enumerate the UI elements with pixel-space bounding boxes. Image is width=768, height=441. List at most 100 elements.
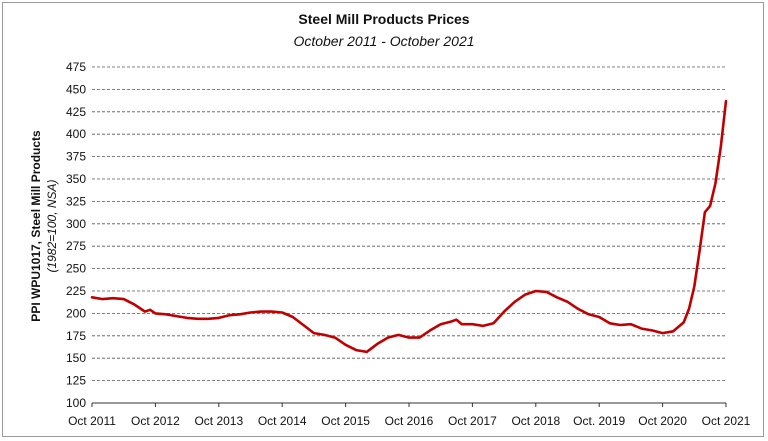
data-point — [545, 291, 548, 293]
data-point — [513, 301, 516, 303]
data-point — [725, 100, 727, 102]
series-line-steel-ppi — [90, 99, 728, 354]
data-point — [471, 323, 474, 326]
data-point — [165, 313, 167, 316]
data-point — [418, 336, 421, 339]
x-tick-label: Oct 2018 — [511, 414, 560, 428]
data-point — [698, 249, 701, 252]
data-point — [461, 323, 463, 326]
data-point — [524, 293, 526, 296]
y-tick-label: 225 — [66, 284, 86, 298]
data-point — [704, 211, 706, 213]
y-axis-label: PPI WPU1017, Steel Mill Products — [29, 130, 43, 322]
data-point — [112, 297, 114, 300]
data-point — [249, 311, 252, 314]
data-point — [640, 327, 643, 330]
y-tick-label: 100 — [66, 396, 86, 410]
y-tick-label: 450 — [66, 82, 86, 96]
data-point — [344, 344, 347, 346]
data-point — [503, 310, 505, 313]
data-point — [682, 321, 685, 324]
y-tick-label: 425 — [66, 105, 86, 119]
data-point — [455, 318, 458, 321]
x-axis-ticks: Oct 2011 Oct 2012 Oct 2013 Oct 2014 Oct 2015… — [68, 403, 751, 428]
x-tick-label: Oct 2014 — [258, 414, 307, 428]
x-tick-label: Oct 2020 — [638, 414, 687, 428]
data-point — [598, 316, 600, 318]
data-point — [577, 308, 579, 310]
data-point — [138, 307, 141, 309]
y-tick-label: 400 — [66, 127, 86, 141]
data-point — [439, 323, 442, 326]
data-point — [450, 320, 453, 323]
data-point — [609, 322, 611, 325]
data-point — [619, 324, 622, 326]
data-point — [175, 315, 178, 317]
data-point — [376, 343, 379, 345]
data-point — [228, 314, 231, 317]
series-points — [91, 100, 727, 353]
data-point — [302, 324, 305, 326]
y-tick-label: 150 — [66, 351, 86, 365]
data-point — [334, 336, 336, 339]
data-point — [651, 329, 653, 332]
data-point — [387, 336, 389, 339]
data-point — [714, 182, 717, 185]
data-point — [709, 205, 711, 207]
data-point — [133, 303, 136, 306]
data-point — [482, 325, 484, 327]
x-tick-label: Oct 2016 — [385, 414, 434, 428]
data-point — [672, 330, 674, 333]
data-point — [556, 296, 558, 299]
data-point — [207, 318, 209, 320]
x-tick-label: Oct 2017 — [448, 414, 497, 428]
y-tick-label: 375 — [66, 150, 86, 164]
x-tick-label: Oct 2011 — [68, 414, 116, 428]
x-tick-label: Oct 2021 — [702, 414, 751, 428]
data-point — [149, 309, 151, 311]
data-point — [144, 310, 146, 313]
chart-title: Steel Mill Products Prices — [298, 11, 469, 27]
data-point — [355, 349, 358, 351]
y-tick-label: 350 — [66, 172, 86, 186]
data-point — [313, 332, 315, 334]
data-point — [630, 323, 632, 326]
y-tick-label: 325 — [66, 194, 86, 208]
x-tick-label: Oct 2015 — [321, 414, 370, 428]
data-point — [101, 298, 104, 300]
data-point — [218, 317, 220, 319]
x-tick-label: Oct. 2019 — [573, 414, 625, 428]
data-point — [122, 298, 125, 300]
data-point — [91, 296, 93, 299]
data-point — [239, 313, 241, 316]
y-tick-label: 275 — [66, 239, 86, 253]
data-point — [535, 290, 537, 292]
y-tick-label: 125 — [66, 374, 86, 388]
data-point — [429, 329, 431, 332]
data-point — [408, 336, 410, 339]
data-point — [492, 322, 495, 325]
y-tick-label: 475 — [66, 60, 86, 74]
data-point — [397, 334, 400, 336]
grid-lines — [92, 66, 726, 382]
x-tick-label: Oct 2012 — [131, 414, 180, 428]
y-tick-label: 300 — [66, 217, 86, 231]
y-tick-label: 200 — [66, 306, 86, 320]
data-point — [186, 317, 188, 319]
data-point — [260, 310, 262, 313]
data-point — [270, 310, 273, 313]
chart-subtitle: October 2011 - October 2021 — [293, 33, 474, 49]
data-point — [365, 351, 368, 353]
data-point — [587, 313, 590, 316]
data-point — [196, 318, 199, 320]
data-point — [566, 301, 569, 303]
data-point — [661, 332, 664, 334]
data-point — [693, 285, 696, 288]
data-point — [292, 316, 294, 318]
data-point — [154, 312, 157, 315]
y-axis-label-note: (1982=100, NSA) — [45, 179, 59, 272]
y-axis-ticks: 100 125 150 175 200 225 250 275 300 325 350 375 400 4… — [66, 60, 86, 410]
x-tick-label: Oct 2013 — [194, 414, 243, 428]
data-point — [688, 308, 690, 310]
